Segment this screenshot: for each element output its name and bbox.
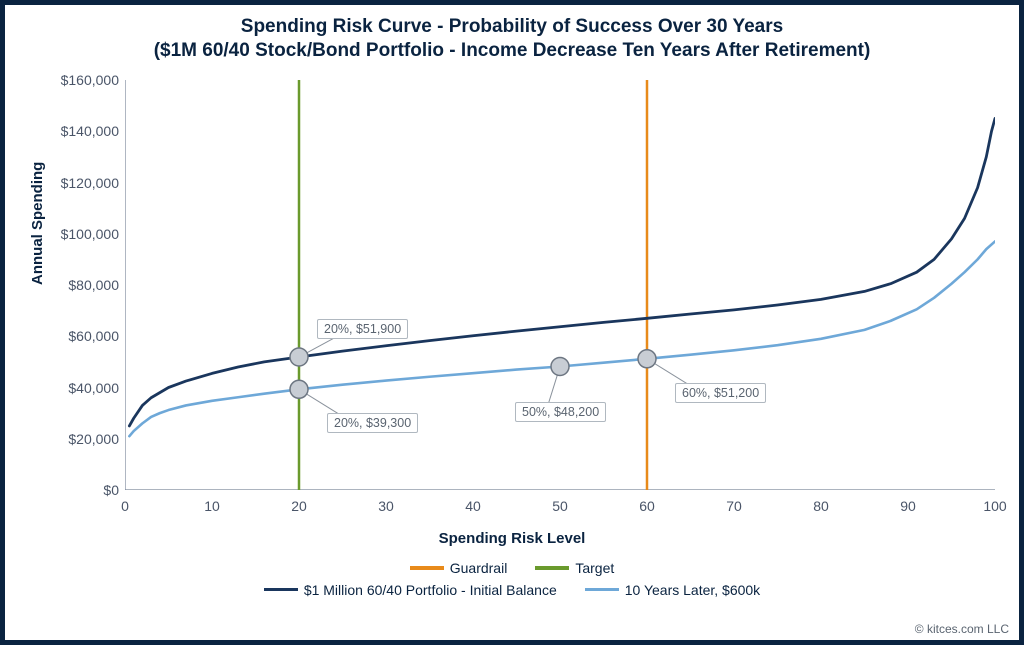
y-axis-label: Annual Spending — [29, 162, 46, 285]
annotation-label: 50%, $48,200 — [515, 402, 606, 422]
legend-item: Target — [535, 560, 614, 576]
legend-label: Guardrail — [450, 560, 508, 576]
x-tick-label: 40 — [453, 498, 493, 514]
x-tick-label: 90 — [888, 498, 928, 514]
x-tick-label: 20 — [279, 498, 319, 514]
y-tick-label: $80,000 — [49, 277, 119, 293]
x-axis-label: Spending Risk Level — [5, 530, 1019, 547]
y-tick-label: $60,000 — [49, 328, 119, 344]
y-tick-label: $20,000 — [49, 431, 119, 447]
legend-label: 10 Years Later, $600k — [625, 582, 760, 598]
y-tick-label: $0 — [49, 482, 119, 498]
legend-swatch — [264, 588, 298, 591]
title-line-2: ($1M 60/40 Stock/Bond Portfolio - Income… — [5, 39, 1019, 63]
legend-item: $1 Million 60/40 Portfolio - Initial Bal… — [264, 582, 557, 598]
legend-row-1: Guardrail Target — [410, 558, 615, 578]
annotation-label: 20%, $39,300 — [327, 413, 418, 433]
legend-item: 10 Years Later, $600k — [585, 582, 760, 598]
plot-svg — [125, 80, 995, 490]
legend-swatch — [585, 588, 619, 591]
copyright-text: © kitces.com LLC — [915, 622, 1009, 636]
y-tick-label: $140,000 — [49, 123, 119, 139]
legend-row-2: $1 Million 60/40 Portfolio - Initial Bal… — [264, 580, 760, 600]
marker-tenYearsLater-60 — [638, 350, 656, 368]
y-tick-label: $160,000 — [49, 72, 119, 88]
legend-label: Target — [575, 560, 614, 576]
marker-tenYearsLater-50 — [551, 357, 569, 375]
annotation-label: 60%, $51,200 — [675, 383, 766, 403]
chart-frame: Spending Risk Curve - Probability of Suc… — [0, 0, 1024, 645]
x-tick-label: 60 — [627, 498, 667, 514]
y-tick-label: $40,000 — [49, 380, 119, 396]
annotation-label: 20%, $51,900 — [317, 319, 408, 339]
marker-initial-20 — [290, 348, 308, 366]
legend-swatch — [410, 566, 444, 570]
x-tick-label: 80 — [801, 498, 841, 514]
legend-label: $1 Million 60/40 Portfolio - Initial Bal… — [304, 582, 557, 598]
x-tick-label: 10 — [192, 498, 232, 514]
y-tick-label: $120,000 — [49, 175, 119, 191]
marker-tenYearsLater-20 — [290, 380, 308, 398]
y-tick-label: $100,000 — [49, 226, 119, 242]
chart-title: Spending Risk Curve - Probability of Suc… — [5, 15, 1019, 63]
x-tick-label: 50 — [540, 498, 580, 514]
title-line-1: Spending Risk Curve - Probability of Suc… — [5, 15, 1019, 39]
legend: Guardrail Target $1 Million 60/40 Portfol… — [5, 557, 1019, 600]
legend-item: Guardrail — [410, 560, 508, 576]
plot-area — [125, 80, 995, 490]
x-tick-label: 70 — [714, 498, 754, 514]
x-tick-label: 100 — [975, 498, 1015, 514]
x-tick-label: 30 — [366, 498, 406, 514]
legend-swatch — [535, 566, 569, 570]
x-tick-label: 0 — [105, 498, 145, 514]
series-initial — [129, 118, 995, 426]
